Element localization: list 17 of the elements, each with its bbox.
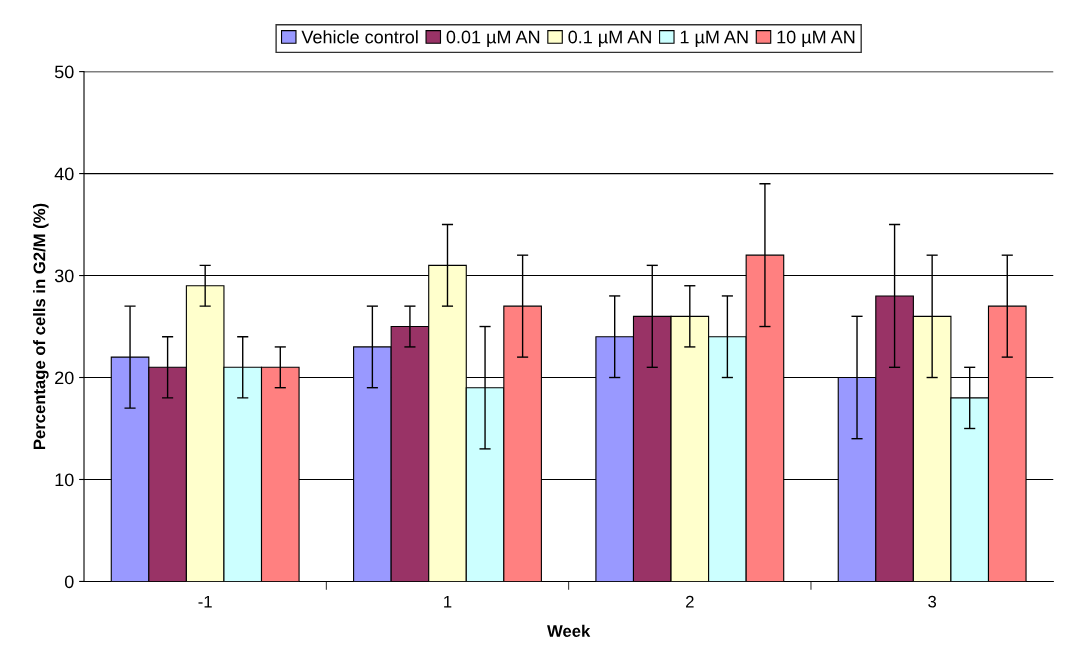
x-tick-label: 1: [444, 595, 452, 608]
x-tick-label: -1: [198, 595, 212, 608]
legend-label: Vehicle control: [301, 30, 418, 44]
y-axis-title: Percentage of cells in G2/M (%): [33, 203, 49, 450]
y-tick-label: 40: [54, 167, 74, 181]
legend-label: 10 µM AN: [777, 30, 855, 47]
x-tick-label: 3: [928, 595, 937, 608]
y-tick-label: 0: [64, 575, 74, 589]
y-tick-label: 10: [55, 473, 74, 487]
legend-label: 0.1 µM AN: [568, 30, 651, 47]
y-tick-label: 50: [54, 65, 74, 79]
legend-label: 1 µM AN: [680, 30, 748, 47]
x-tick-label: 2: [686, 595, 694, 608]
x-axis-title: Week: [547, 624, 591, 637]
y-tick-label: 20: [55, 371, 74, 385]
legend-label: 0.01 µM AN: [446, 30, 540, 47]
y-tick-label: 30: [54, 269, 74, 283]
